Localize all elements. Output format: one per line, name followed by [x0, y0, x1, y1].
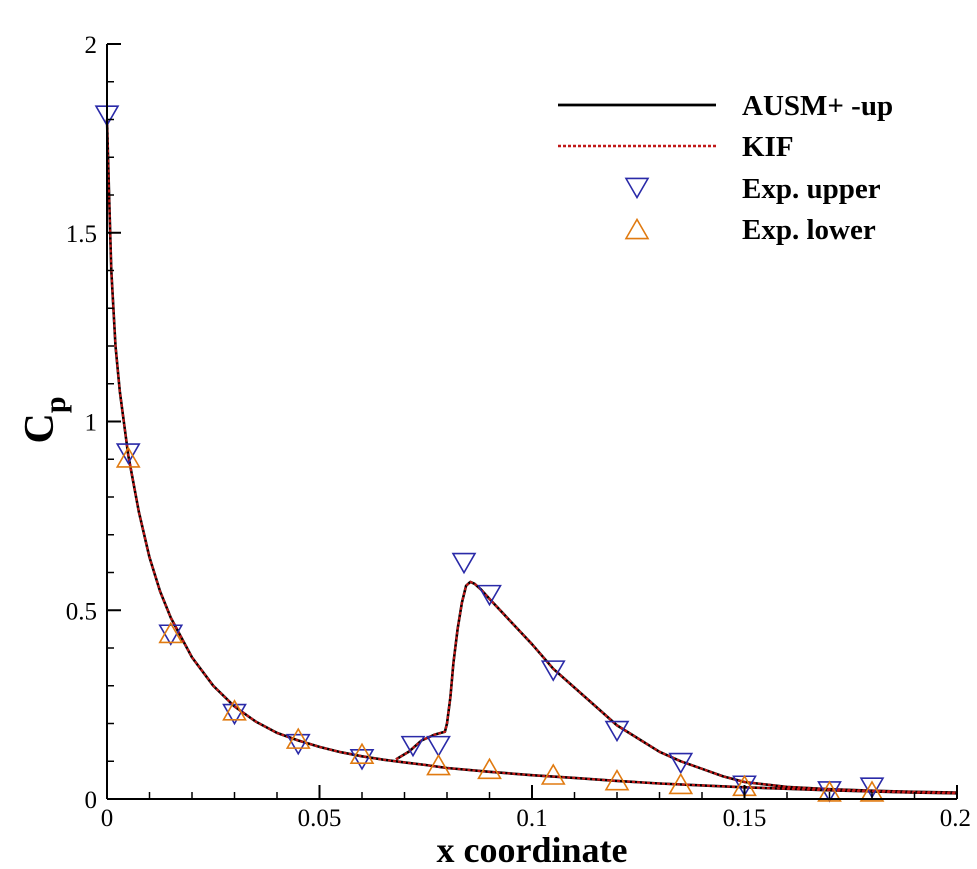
x-axis-title: x coordinate	[437, 830, 628, 869]
exp-upper-point	[115, 443, 141, 465]
exp-lower-point	[859, 780, 885, 802]
exp-lower-point	[115, 446, 141, 468]
exp-lower-point	[668, 772, 694, 795]
legend: AUSM+ -up KIF Exp. upper Exp. lower	[558, 90, 893, 246]
exp-lower-point	[285, 727, 311, 749]
series-ausm-up-line	[395, 580, 958, 794]
tick-layer: 0 0.05 0.1 0.15 0.2 0 0.5 1 1.5 2	[66, 32, 971, 832]
exp-upper-point	[604, 720, 630, 743]
exp-lower-point	[540, 763, 566, 785]
exp-upper-point	[451, 552, 477, 575]
legend-label-exp-upper: Exp. upper	[742, 173, 881, 205]
exp-upper-point	[540, 660, 566, 682]
x-tick-label: 0.1	[516, 805, 547, 832]
exp-upper-point	[668, 752, 694, 775]
exp-upper-point	[158, 624, 184, 646]
series-kif-line	[105, 119, 958, 795]
legend-label-exp-lower: Exp. lower	[742, 214, 876, 246]
exp-upper-point	[349, 749, 375, 771]
x-tick-label: 0.2	[940, 805, 971, 832]
marker-layer	[94, 105, 885, 803]
legend-swatch-exp-upper	[624, 177, 650, 200]
exp-upper-point	[222, 703, 247, 726]
exp-lower-point	[222, 699, 247, 721]
exp-lower-point	[158, 621, 184, 644]
exp-lower-point	[426, 753, 451, 776]
exp-lower-point	[817, 780, 842, 802]
y-tick-label: 1.5	[66, 221, 97, 248]
exp-upper-point	[285, 733, 311, 756]
exp-lower-point	[604, 768, 630, 791]
legend-label-kif: KIF	[742, 131, 794, 163]
y-axis-title-main: C	[17, 413, 63, 443]
legend-label-ausm-up: AUSM+ -up	[742, 90, 893, 122]
y-tick-label: 2	[85, 32, 98, 59]
exp-upper-point	[477, 584, 502, 607]
y-axis-title-sub: p	[39, 396, 72, 413]
exp-upper-point	[400, 735, 426, 758]
x-tick-label: 0	[101, 805, 114, 832]
exp-lower-point	[477, 757, 502, 780]
x-tick-label: 0.05	[298, 805, 342, 832]
y-axis-title: Cp	[17, 396, 72, 443]
axes-layer	[106, 44, 957, 800]
svg-text:Cp: Cp	[17, 396, 72, 443]
y-tick-label: 1	[85, 410, 98, 437]
x-tick-label: 0.15	[723, 805, 767, 832]
legend-swatch-exp-lower	[624, 217, 650, 240]
series-kif-line	[395, 580, 958, 794]
exp-upper-point	[859, 777, 885, 799]
exp-upper-point	[426, 735, 451, 758]
exp-lower-point	[349, 742, 375, 765]
y-tick-label: 0	[85, 787, 98, 814]
y-tick-label: 0.5	[66, 598, 97, 625]
